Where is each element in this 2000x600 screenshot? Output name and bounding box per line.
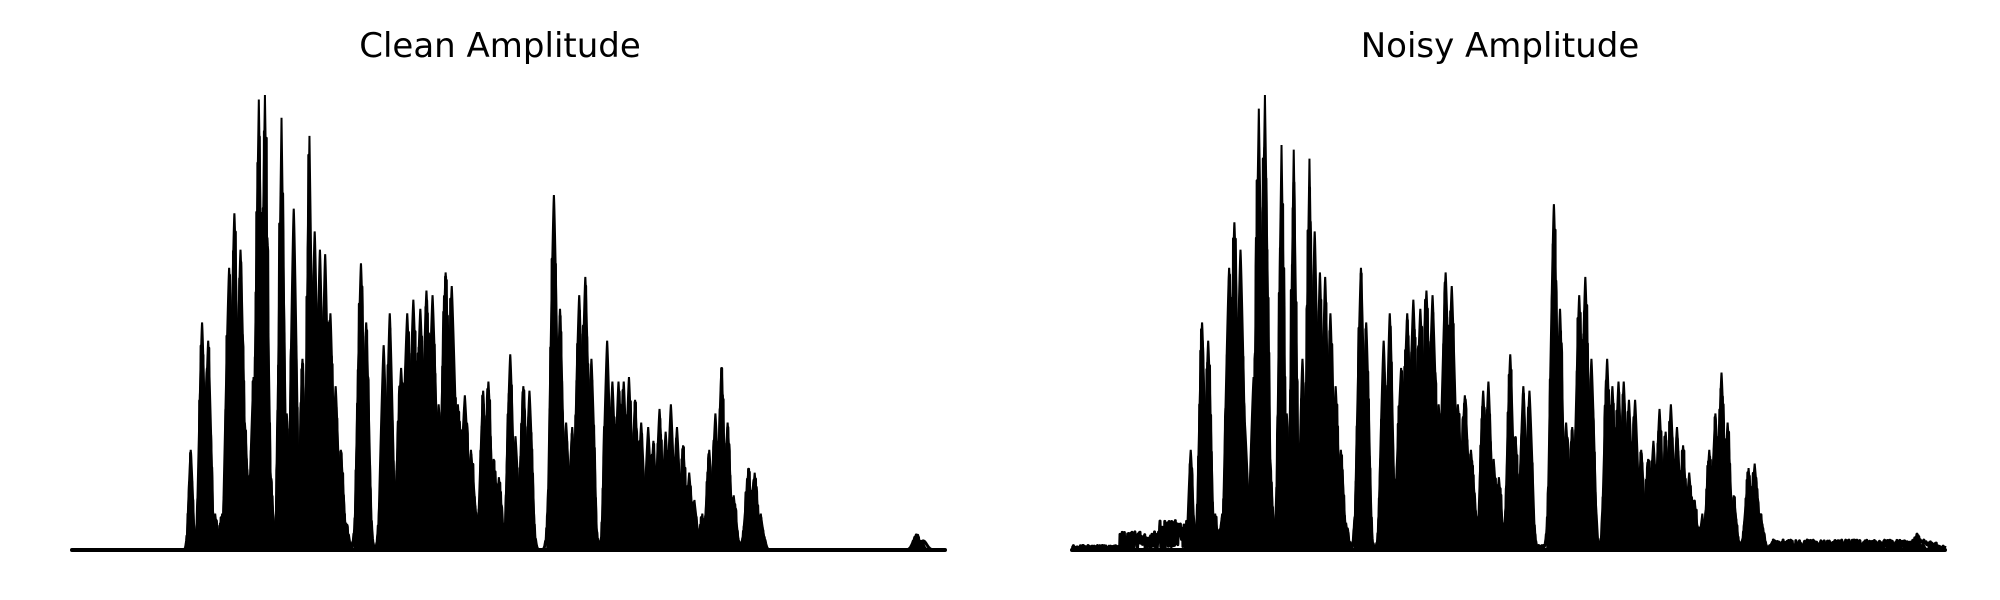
amplitude-peak	[185, 449, 196, 551]
amplitude-peak	[915, 540, 931, 552]
amplitude-peak	[257, 94, 273, 551]
amplitude-peak	[1726, 495, 1741, 551]
amplitude-peak	[1522, 390, 1537, 551]
amplitude-peak	[753, 513, 768, 551]
amplitude-peak	[1359, 322, 1373, 551]
clean-amplitude-panel: Clean Amplitude	[70, 26, 947, 552]
amplitude-peak	[1201, 340, 1215, 551]
amplitude-peak	[286, 208, 301, 551]
amplitude-peak	[1753, 513, 1768, 551]
amplitude-peak	[462, 449, 480, 551]
amplitude-peak	[584, 358, 599, 551]
amplitude-peak	[1584, 358, 1599, 551]
noisy-amplitude-plot	[1070, 94, 1947, 552]
amplitude-peak	[340, 522, 353, 551]
amplitude-peak	[1915, 540, 1931, 552]
amplitude-peak	[1492, 477, 1506, 551]
noisy-amplitude-panel: Noisy Amplitude	[1000, 0, 2000, 600]
amplitude-peak	[1334, 449, 1348, 551]
amplitude-peak	[1286, 149, 1301, 551]
amplitude-peak	[1185, 449, 1196, 551]
amplitude-peak	[1340, 522, 1353, 551]
clean-amplitude-plot	[70, 94, 947, 552]
amplitude-peak	[492, 477, 506, 551]
amplitude-peak	[264, 468, 277, 551]
amplitude-peak	[274, 117, 289, 551]
chart-title: Clean Amplitude	[359, 26, 641, 66]
amplitude-peak	[726, 495, 741, 551]
amplitude-peak	[1264, 468, 1277, 551]
amplitude-peak	[382, 313, 397, 551]
amplitude-peak	[334, 449, 348, 551]
amplitude-peak	[1462, 449, 1480, 551]
amplitude-peak	[359, 322, 373, 551]
chart-title: Noisy Amplitude	[1360, 26, 1640, 66]
amplitude-peak	[201, 340, 215, 551]
amplitude-peak	[522, 390, 537, 551]
amplitude-peak	[1382, 313, 1397, 551]
amplitude-peak	[1257, 94, 1273, 551]
